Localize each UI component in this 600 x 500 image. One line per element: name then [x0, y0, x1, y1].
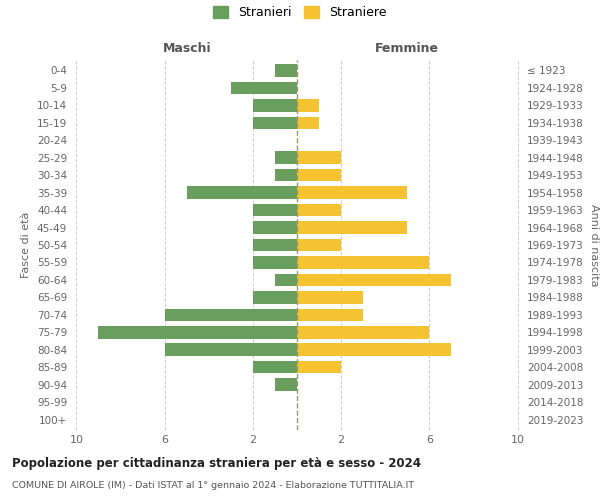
Bar [297, 274, 451, 286]
Bar [297, 204, 341, 216]
Bar [297, 186, 407, 199]
Bar [187, 186, 297, 199]
Bar [164, 344, 297, 356]
Legend: Stranieri, Straniere: Stranieri, Straniere [213, 6, 387, 19]
Bar [297, 361, 341, 374]
Bar [297, 169, 341, 181]
Bar [253, 291, 297, 304]
Bar [297, 99, 319, 112]
Bar [297, 116, 319, 129]
Bar [253, 361, 297, 374]
Y-axis label: Fasce di età: Fasce di età [22, 212, 31, 278]
Bar [297, 238, 341, 252]
Bar [297, 152, 341, 164]
Bar [253, 222, 297, 234]
Bar [164, 308, 297, 321]
Y-axis label: Anni di nascita: Anni di nascita [589, 204, 599, 286]
Bar [253, 204, 297, 216]
Bar [297, 291, 363, 304]
Bar [275, 378, 297, 391]
Bar [275, 64, 297, 77]
Text: COMUNE DI AIROLE (IM) - Dati ISTAT al 1° gennaio 2024 - Elaborazione TUTTITALIA.: COMUNE DI AIROLE (IM) - Dati ISTAT al 1°… [12, 481, 414, 490]
Bar [297, 308, 363, 321]
Bar [231, 82, 297, 94]
Bar [253, 238, 297, 252]
Bar [275, 274, 297, 286]
Bar [297, 222, 407, 234]
Bar [98, 326, 297, 338]
Bar [275, 152, 297, 164]
Bar [297, 256, 430, 268]
Bar [253, 99, 297, 112]
Bar [275, 169, 297, 181]
Text: Popolazione per cittadinanza straniera per età e sesso - 2024: Popolazione per cittadinanza straniera p… [12, 458, 421, 470]
Bar [253, 116, 297, 129]
Bar [297, 344, 451, 356]
Bar [297, 326, 430, 338]
Bar [253, 256, 297, 268]
